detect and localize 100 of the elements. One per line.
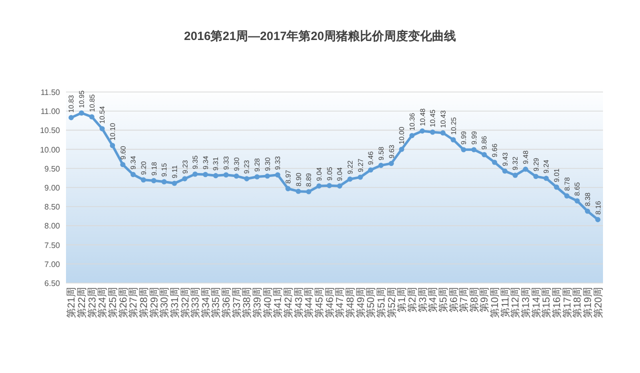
y-tick-label: 7.00 [44,260,61,269]
point [595,216,600,222]
point [100,126,105,132]
x-tick-label: 第26周 [117,287,130,318]
x-tick-label: 第47周 [334,287,346,318]
x-tick-label: 第8周 [468,287,480,313]
point [140,177,146,182]
y-tick-label: 6.50 [44,279,61,288]
x-tick-label: 第20周 [592,287,604,318]
point [89,114,94,120]
x-tick-label: 第1周 [396,287,408,313]
x-tick-label: 第12周 [510,287,522,318]
point [440,130,446,136]
y-tick-label: 8.00 [44,222,61,231]
x-tick-label: 第22周 [76,287,88,318]
x-tick-label: 第5周 [437,287,450,313]
point [430,130,436,135]
x-tick-label: 第50周 [365,287,378,318]
point [533,174,538,180]
point [512,172,518,178]
x-tick-label: 第51周 [375,287,388,318]
point [275,172,280,178]
point [544,176,549,181]
point [460,147,466,152]
point [347,176,353,182]
point [234,173,239,179]
point [368,167,374,173]
point [482,152,487,158]
point [316,183,322,189]
x-tick-label: 第42周 [282,287,295,318]
point [68,114,74,120]
point [574,198,580,204]
x-tick-label: 第43周 [292,287,305,318]
x-tick-label: 第7周 [458,287,470,313]
x-tick-label: 第41周 [272,287,284,318]
x-tick-label: 第38周 [241,287,254,318]
point [254,174,260,180]
x-tick-label: 第13周 [520,287,532,318]
point [223,172,229,178]
point [296,188,301,194]
chart-title: 2016第21周—2017年第20周猪粮比价周度变化曲线 [184,29,456,43]
x-tick-label: 第2周 [406,287,418,313]
y-tick-label: 10.00 [40,145,61,154]
x-tick-label: 第32周 [179,287,192,318]
point [337,183,342,189]
point [244,176,250,182]
y-tick-label: 9.50 [44,164,61,174]
point [306,189,312,194]
x-tick-label: 第48周 [344,287,356,318]
point [202,172,208,178]
x-tick-label: 第29周 [148,287,160,318]
x-tick-label: 第15周 [540,287,553,318]
x-tick-label: 第49周 [354,287,367,318]
point [399,146,404,152]
x-tick-label: 第6周 [448,287,460,313]
x-tick-label: 第34周 [200,287,212,318]
point [120,162,126,168]
x-tick-label: 第46周 [324,287,336,318]
point [388,160,394,166]
x-tick-label: 第11周 [499,287,512,318]
x-tick-label: 第39周 [252,287,264,318]
x-tick-label: 第17周 [561,287,574,318]
point [162,179,167,184]
x-tick-label: 第24周 [96,287,109,318]
point [285,186,291,192]
x-tick-label: 第27周 [128,287,140,318]
x-tick-label: 第28周 [138,287,150,318]
y-tick-label: 11.50 [40,88,61,97]
y-tick-label: 8.50 [44,202,61,212]
point [502,168,508,174]
x-tick-label: 第33周 [190,287,202,318]
point [172,180,178,186]
x-tick-label: 第14周 [530,287,542,318]
x-tick-label: 第19周 [582,287,594,318]
x-tick-label: 第45周 [314,287,326,318]
x-tick-label: 第9周 [478,287,491,313]
x-tick-label: 第21周 [66,287,78,318]
y-tick-label: 7.50 [44,240,61,250]
point [326,182,332,188]
x-tick-label: 第23周 [86,287,98,318]
point [151,178,156,184]
point [110,142,116,148]
x-tick-label: 第4周 [427,287,440,313]
x-tick-label: 第35周 [210,287,222,318]
point [192,172,198,177]
y-tick-label: 10.50 [40,126,61,136]
point [378,162,384,168]
point [554,184,560,190]
point [522,166,528,172]
x-tick-label: 第25周 [106,287,119,318]
point [130,172,136,178]
x-tick-label: 第16周 [551,287,564,318]
x-tick-label: 第40周 [262,287,274,318]
point [564,193,570,199]
x-tick-label: 第31周 [168,287,181,318]
point [409,132,415,138]
x-tick-label: 第18周 [572,287,584,318]
point [450,137,456,142]
x-tick-label: 第36周 [220,287,233,318]
x-tick-label: 第52周 [386,287,398,318]
